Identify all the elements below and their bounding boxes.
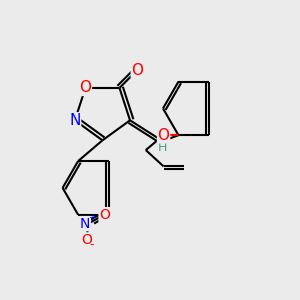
Text: N: N bbox=[80, 217, 90, 231]
Text: +: + bbox=[88, 213, 96, 223]
Text: H: H bbox=[158, 141, 167, 154]
Text: N: N bbox=[69, 113, 81, 128]
Text: -: - bbox=[90, 238, 94, 251]
Text: O: O bbox=[80, 80, 92, 95]
Text: O: O bbox=[99, 208, 110, 222]
Text: O: O bbox=[158, 128, 169, 143]
Text: O: O bbox=[81, 233, 92, 247]
Text: O: O bbox=[131, 63, 143, 78]
